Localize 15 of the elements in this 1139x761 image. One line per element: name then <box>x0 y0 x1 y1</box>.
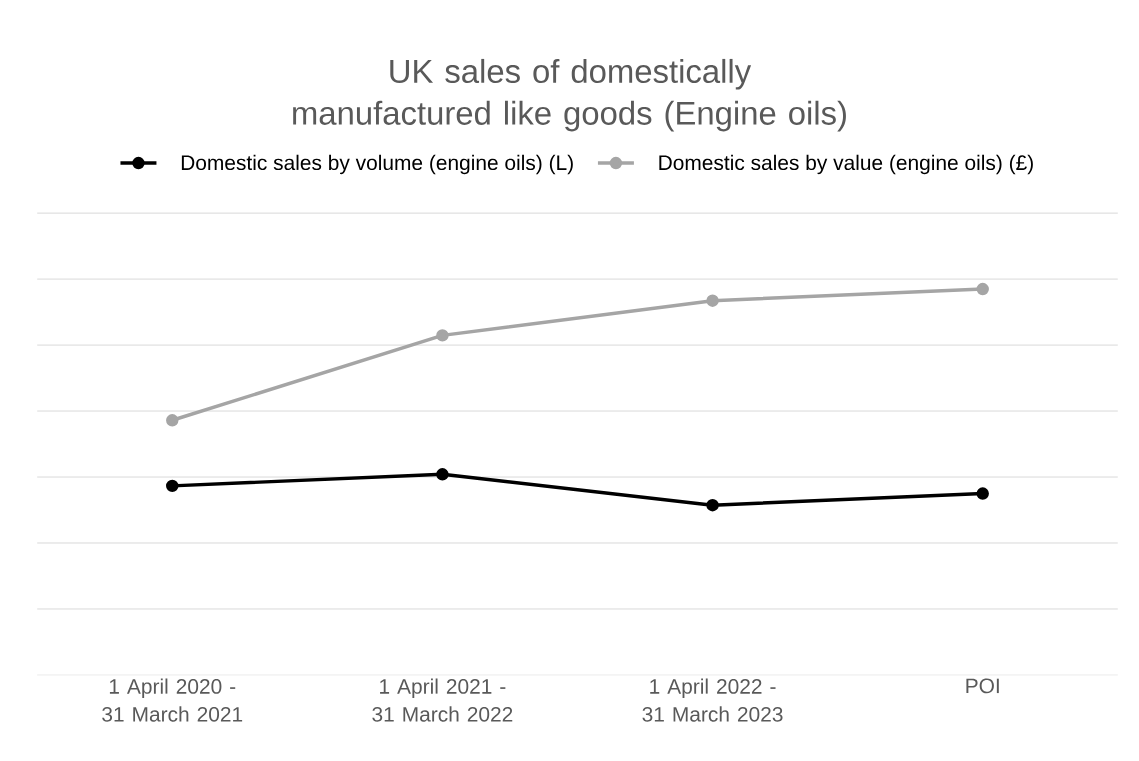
x-tick-label: 1 April 2022 - 31 March 2023 <box>642 678 783 722</box>
x-tick-label: 1 April 2020 - 31 March 2021 <box>102 678 243 722</box>
point <box>436 468 449 481</box>
legend-label: Domestic sales by value (engine oils) (£) <box>659 154 1033 175</box>
chart-title: UK sales of domestically manufactured like goods (Engine oils) <box>293 58 846 132</box>
point <box>976 282 989 296</box>
point <box>976 487 989 500</box>
x-tick-label: 1 April 2021 - 31 March 2022 <box>372 678 513 722</box>
legend-label: Domestic sales by volume (engine oils) (L) <box>181 154 573 175</box>
point <box>166 479 179 493</box>
point <box>166 413 179 427</box>
point <box>706 294 719 307</box>
point <box>436 329 449 342</box>
x-tick-label: POI <box>966 678 999 694</box>
point <box>706 498 719 512</box>
